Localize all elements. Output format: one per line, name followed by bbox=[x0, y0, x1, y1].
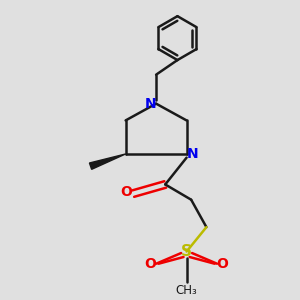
Text: S: S bbox=[181, 244, 192, 259]
Text: CH₃: CH₃ bbox=[176, 284, 197, 296]
Text: O: O bbox=[145, 257, 157, 271]
Text: O: O bbox=[121, 185, 133, 199]
Polygon shape bbox=[89, 154, 126, 169]
Text: N: N bbox=[145, 97, 156, 111]
Text: O: O bbox=[217, 257, 229, 271]
Text: N: N bbox=[186, 147, 198, 161]
